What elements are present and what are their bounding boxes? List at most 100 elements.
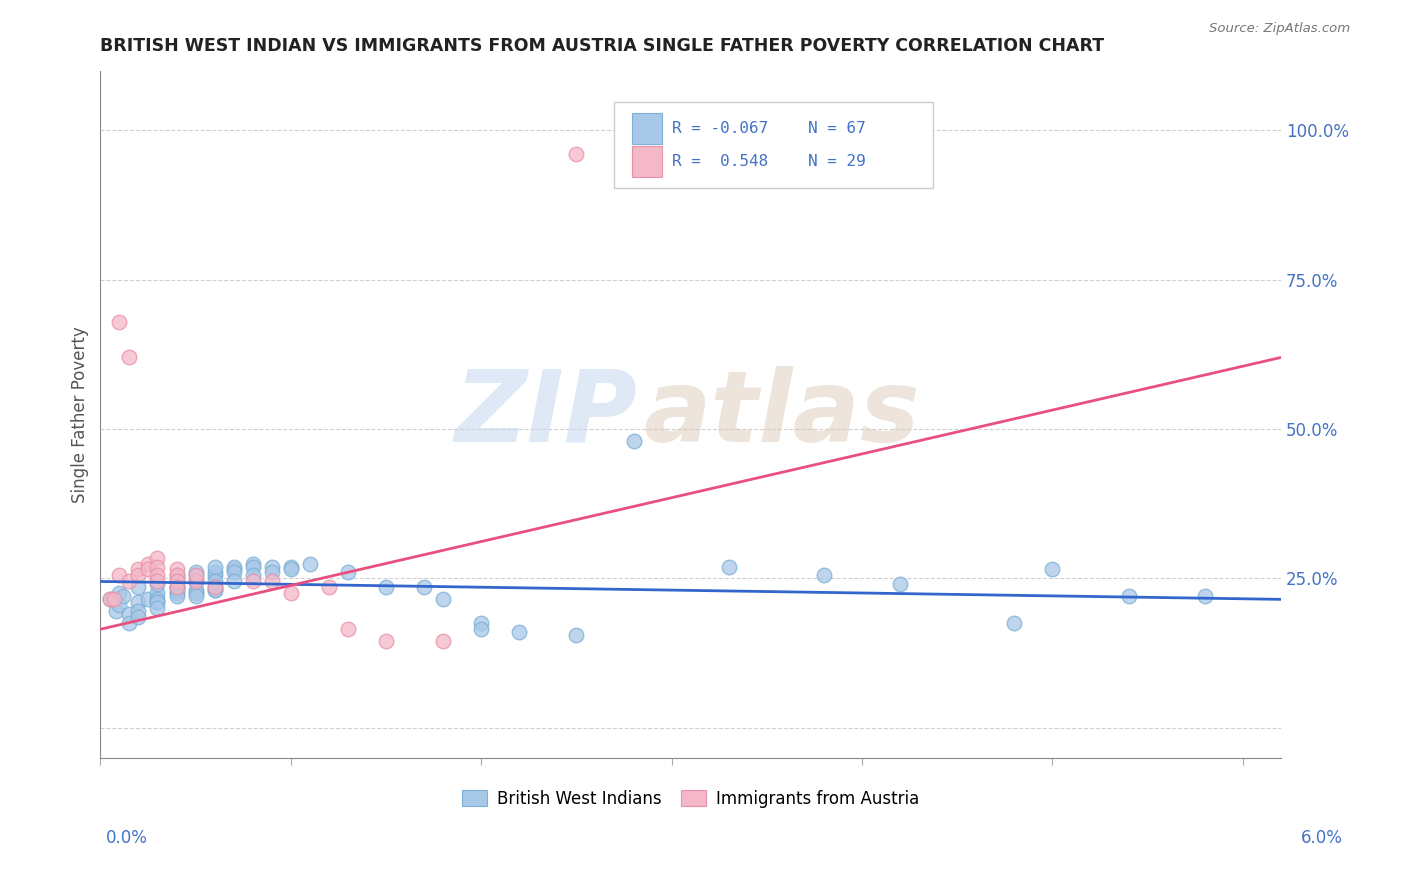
Point [204,568,226,582]
Point [204,574,226,589]
Point [222,574,245,589]
Point [118,616,141,631]
Point [375,634,398,648]
Point [432,634,454,648]
Point [112,590,135,604]
Point [146,595,169,609]
Point [813,568,835,582]
Point [184,574,207,589]
Point [204,581,226,595]
Point [184,574,207,589]
Text: atlas: atlas [644,366,920,463]
Point [565,147,588,161]
Point [280,586,302,600]
Point [184,590,207,604]
Point [375,581,398,595]
Point [280,562,302,576]
Point [146,574,169,589]
Point [146,592,169,607]
Point [184,568,207,582]
Point [146,577,169,591]
Point [222,566,245,580]
Point [413,581,436,595]
Point [108,599,131,613]
Point [166,581,188,595]
Point [166,568,188,582]
Point [98,592,121,607]
Point [184,566,207,580]
Point [108,586,131,600]
Point [280,559,302,574]
Point [1118,590,1140,604]
Point [717,559,740,574]
Point [508,625,530,640]
Point [166,583,188,598]
Point [166,590,188,604]
Point [242,557,264,571]
Point [242,574,264,589]
Point [623,434,645,448]
Point [166,562,188,576]
Point [127,610,149,624]
Text: Source: ZipAtlas.com: Source: ZipAtlas.com [1209,22,1350,36]
Text: BRITISH WEST INDIAN VS IMMIGRANTS FROM AUSTRIA SINGLE FATHER POVERTY CORRELATION: BRITISH WEST INDIAN VS IMMIGRANTS FROM A… [100,37,1105,55]
Point [166,574,188,589]
Text: 6.0%: 6.0% [1301,829,1343,847]
Point [146,595,169,609]
Point [136,557,159,571]
Point [204,583,226,598]
Text: ZIP: ZIP [454,366,637,463]
Point [222,559,245,574]
Point [118,351,141,365]
Legend: British West Indians, Immigrants from Austria: British West Indians, Immigrants from Au… [456,783,927,814]
Point [166,581,188,595]
Point [98,592,121,607]
Point [470,616,492,631]
Point [118,607,141,622]
Y-axis label: Single Father Poverty: Single Father Poverty [72,326,89,502]
Point [184,568,207,582]
Point [336,566,359,580]
Point [1194,590,1216,604]
Text: N = 67: N = 67 [807,121,865,136]
Point [127,562,149,576]
Point [166,568,188,582]
Point [204,559,226,574]
Point [103,592,125,607]
Point [118,574,141,589]
Point [108,315,131,329]
Point [136,592,159,607]
Point [166,574,188,589]
Point [104,604,127,618]
Point [336,622,359,636]
Point [204,581,226,595]
Point [565,628,588,642]
Point [146,601,169,615]
Point [204,583,226,598]
Point [204,566,226,580]
Point [470,622,492,636]
Point [166,586,188,600]
Point [127,568,149,582]
Point [166,581,188,595]
Text: 0.0%: 0.0% [105,829,148,847]
Point [184,583,207,598]
Point [260,574,283,589]
Point [146,586,169,600]
Point [318,581,340,595]
Point [127,581,149,595]
Point [222,562,245,576]
Point [889,577,911,591]
FancyBboxPatch shape [631,112,662,145]
Point [146,568,169,582]
Point [242,559,264,574]
Point [1042,562,1064,576]
Text: N = 29: N = 29 [807,154,865,169]
Point [136,562,159,576]
FancyBboxPatch shape [631,145,662,178]
Text: R =  0.548: R = 0.548 [672,154,768,169]
Point [298,557,321,571]
Point [146,550,169,565]
Point [242,568,264,582]
Point [108,568,131,582]
